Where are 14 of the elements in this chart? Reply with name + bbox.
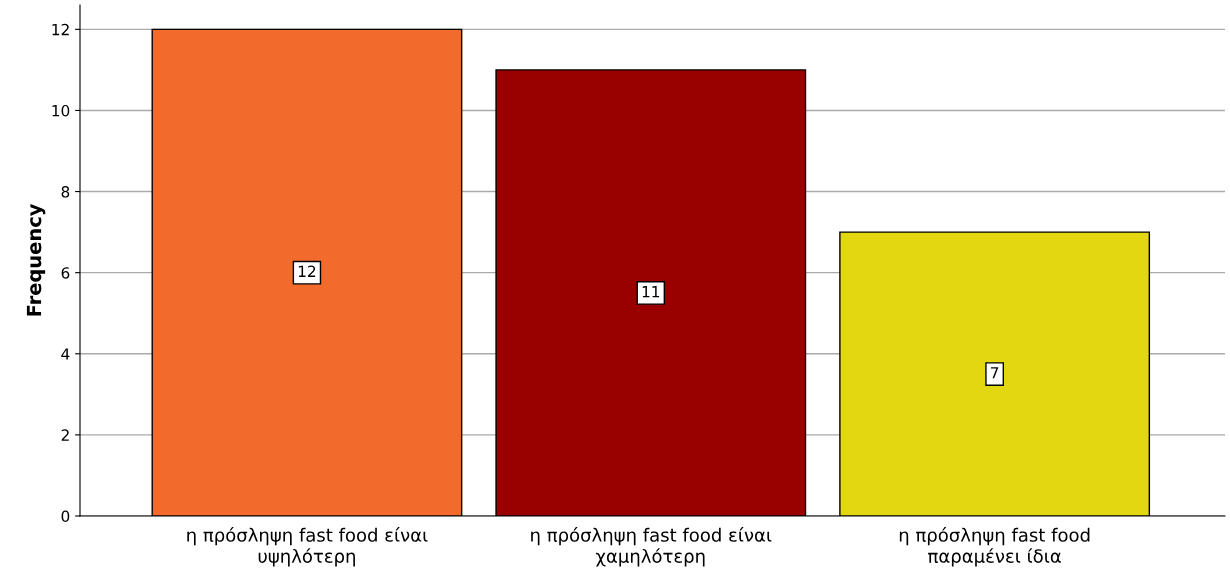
y-tick-label: 10 (52, 104, 70, 117)
y-tick-label: 6 (61, 267, 70, 279)
x-tick-label: η πρόσληψη fast food παραμένει ίδια (899, 527, 1090, 567)
data-label: 11 (642, 286, 660, 298)
y-axis-title: Frequency (26, 203, 46, 316)
y-tick-label: 0 (61, 510, 70, 523)
y-tick-label: 4 (61, 348, 70, 360)
y-tick-label: 12 (52, 23, 69, 36)
x-tick-label: η πρόσληψη fast food είναι υψηλότερη (187, 527, 428, 567)
data-label: 7 (991, 367, 999, 379)
data-label: 12 (298, 265, 316, 277)
y-tick-label: 2 (61, 429, 69, 441)
x-tick-label: η πρόσληψη fast food είναι χαμηλότερη (531, 527, 772, 567)
y-tick-label: 8 (61, 186, 70, 198)
